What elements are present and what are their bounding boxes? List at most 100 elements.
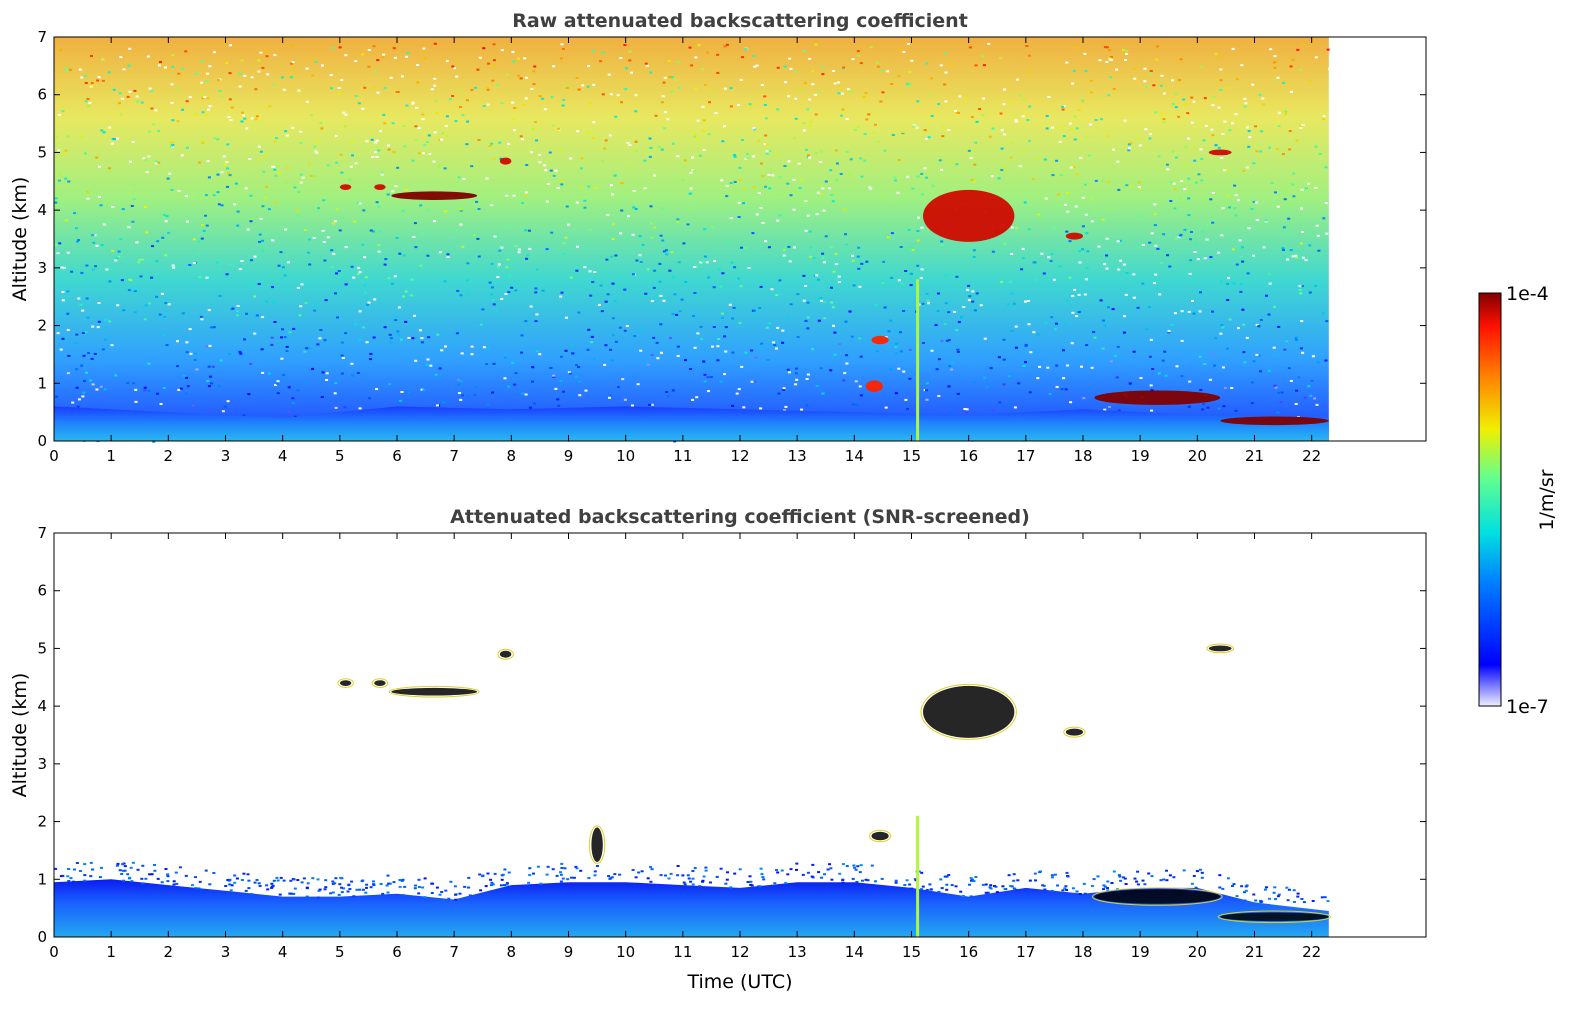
fringe-pixel: [866, 879, 870, 882]
fringe-pixel: [414, 884, 417, 887]
noise-pixel: [1097, 96, 1101, 99]
noise-pixel: [161, 236, 165, 239]
x-tick-label: 15: [902, 943, 921, 961]
noise-pixel: [1081, 248, 1084, 251]
fringe-pixel: [323, 888, 327, 891]
noise-pixel: [833, 82, 837, 85]
noise-pixel: [649, 146, 653, 149]
colorbar-min-label: 1e-7: [1506, 696, 1549, 718]
noise-pixel: [1009, 156, 1013, 159]
noise-pixel: [1183, 164, 1187, 167]
x-tick-label: 12: [730, 943, 749, 961]
noise-pixel: [499, 157, 503, 160]
fringe-pixel: [950, 884, 954, 887]
noise-pixel: [881, 282, 885, 285]
noise-pixel: [306, 251, 310, 254]
noise-pixel: [185, 195, 188, 198]
noise-pixel: [967, 299, 971, 302]
noise-pixel: [511, 361, 515, 364]
noise-pixel: [343, 406, 347, 409]
noise-pixel: [159, 403, 163, 405]
noise-pixel: [335, 272, 338, 275]
fringe-pixel: [560, 862, 564, 865]
cloud-feature: [869, 829, 892, 843]
noise-pixel: [592, 49, 596, 52]
noise-pixel: [1174, 237, 1178, 240]
noise-pixel: [100, 244, 104, 247]
noise-pixel: [299, 141, 303, 144]
noise-pixel: [127, 64, 131, 67]
noise-pixel: [1106, 135, 1109, 138]
noise-pixel: [1259, 318, 1263, 321]
noise-pixel: [156, 240, 160, 243]
noise-pixel: [1122, 315, 1126, 318]
noise-pixel: [1175, 365, 1179, 368]
fringe-pixel: [265, 884, 269, 887]
noise-pixel: [498, 249, 502, 252]
noise-pixel: [1187, 214, 1191, 217]
noise-pixel: [1257, 325, 1261, 328]
fringe-pixel: [989, 884, 993, 887]
noise-pixel: [233, 203, 237, 206]
noise-pixel: [887, 330, 891, 333]
noise-pixel: [927, 302, 930, 305]
noise-pixel: [848, 310, 852, 313]
fringe-pixel: [669, 872, 673, 875]
noise-pixel: [638, 254, 642, 257]
noise-pixel: [253, 295, 257, 298]
noise-pixel: [238, 85, 242, 88]
noise-pixel: [676, 221, 680, 223]
noise-pixel: [411, 337, 415, 340]
noise-pixel: [747, 267, 751, 269]
noise-pixel: [227, 352, 231, 355]
noise-pixel: [707, 276, 710, 279]
noise-pixel: [1187, 405, 1191, 408]
noise-pixel: [1066, 299, 1070, 302]
fringe-pixel: [1150, 875, 1154, 878]
fringe-pixel: [184, 874, 188, 877]
noise-pixel: [966, 288, 970, 291]
noise-pixel: [782, 249, 786, 252]
noise-pixel: [60, 266, 64, 269]
noise-pixel: [1036, 377, 1040, 380]
noise-pixel: [56, 252, 60, 255]
noise-pixel: [930, 349, 934, 352]
noise-pixel: [308, 263, 312, 266]
fringe-pixel: [288, 892, 292, 895]
noise-pixel: [89, 379, 93, 382]
noise-pixel: [1303, 396, 1307, 399]
fringe-pixel: [1120, 889, 1124, 892]
noise-pixel: [98, 196, 102, 198]
noise-pixel: [700, 338, 704, 341]
fringe-pixel: [693, 867, 697, 870]
noise-pixel: [524, 97, 528, 100]
cloud-feature: [1091, 887, 1223, 906]
noise-pixel: [97, 76, 101, 79]
noise-pixel: [414, 359, 418, 362]
noise-pixel: [1196, 221, 1200, 224]
noise-pixel: [1025, 45, 1029, 47]
noise-pixel: [1002, 103, 1006, 106]
fringe-pixel: [489, 884, 493, 887]
noise-pixel: [572, 393, 576, 396]
fringe-pixel: [1012, 873, 1016, 876]
noise-pixel: [143, 389, 147, 392]
noise-pixel: [527, 229, 531, 232]
noise-pixel: [1047, 256, 1051, 259]
noise-pixel: [795, 378, 799, 381]
noise-pixel: [1292, 195, 1296, 198]
noise-pixel: [814, 43, 818, 46]
noise-pixel: [531, 128, 535, 131]
noise-pixel: [86, 98, 90, 100]
noise-pixel: [883, 149, 887, 152]
noise-pixel: [757, 192, 761, 194]
noise-pixel: [758, 307, 762, 309]
noise-pixel: [164, 220, 168, 223]
noise-pixel: [972, 381, 976, 383]
noise-pixel: [649, 71, 653, 74]
noise-pixel: [303, 350, 307, 353]
noise-pixel: [802, 274, 806, 277]
noise-pixel: [90, 55, 93, 57]
noise-pixel: [784, 405, 788, 408]
noise-pixel: [1211, 221, 1215, 224]
